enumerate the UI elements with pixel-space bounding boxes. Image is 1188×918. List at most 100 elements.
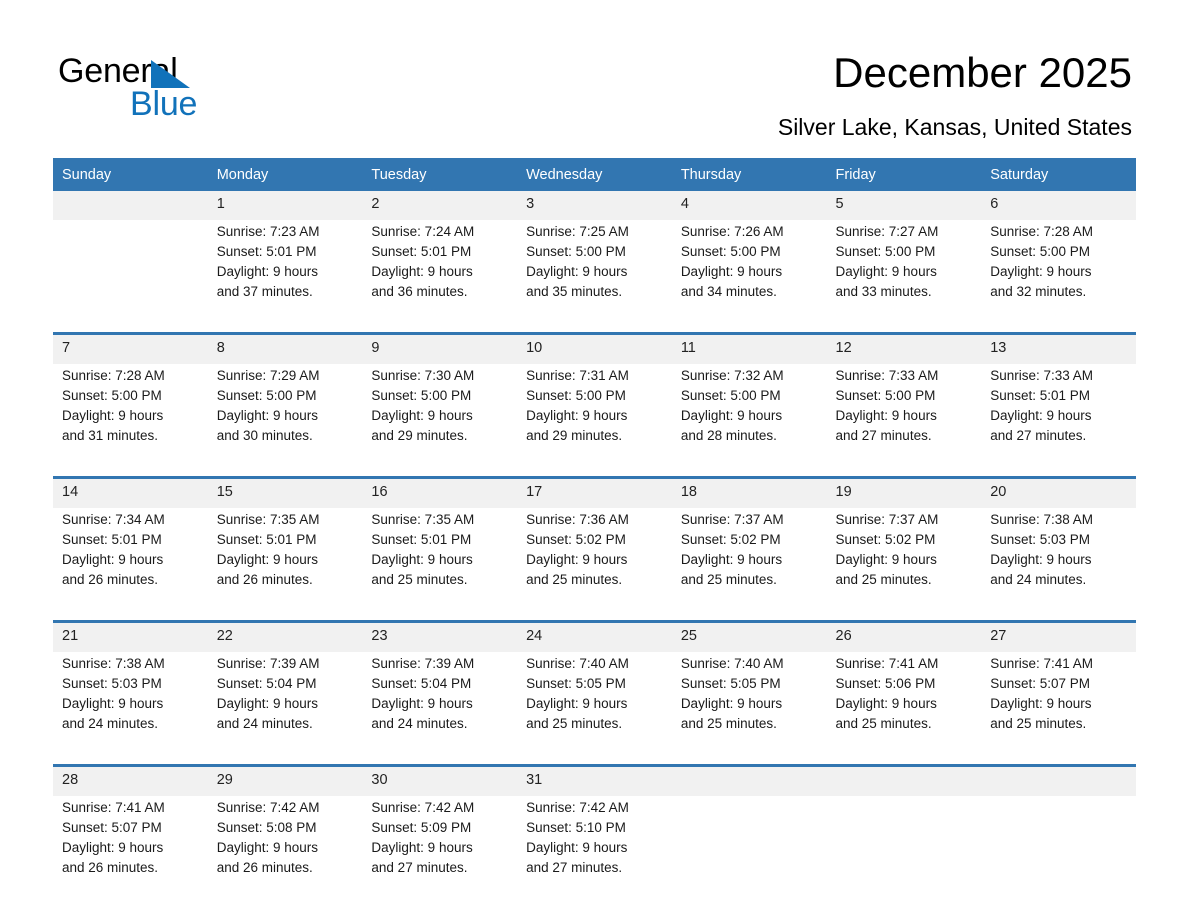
day-cell[interactable]: Sunrise: 7:35 AM Sunset: 5:01 PM Daylight:…	[362, 508, 518, 622]
daylight-text: Daylight: 9 hours	[216, 264, 319, 279]
day-cell[interactable]: Sunrise: 7:41 AM Sunset: 5:06 PM Daylight:…	[826, 652, 982, 766]
day-number[interactable]: 4	[671, 191, 827, 220]
daylight-text-cont: and 34 minutes.	[680, 284, 777, 299]
week-info-row: Sunrise: 7:34 AM Sunset: 5:01 PM Daylight:…	[53, 508, 1136, 622]
day-cell[interactable]: Sunrise: 7:42 AM Sunset: 5:09 PM Daylight:…	[362, 796, 518, 908]
daylight-text-cont: and 25 minutes.	[835, 572, 932, 587]
day-number[interactable]: 22	[207, 620, 363, 652]
sunrise-text: Sunrise: 7:27 AM	[835, 224, 939, 239]
day-cell[interactable]: Sunrise: 7:42 AM Sunset: 5:10 PM Daylight:…	[517, 796, 672, 908]
day-number[interactable]: 25	[671, 620, 827, 652]
sunset-text: Sunset: 5:00 PM	[526, 244, 626, 259]
day-number[interactable]: 19	[826, 476, 982, 508]
day-cell[interactable]: Sunrise: 7:27 AM Sunset: 5:00 PM Daylight:…	[826, 220, 982, 334]
daylight-text-cont: and 35 minutes.	[526, 284, 623, 299]
day-cell[interactable]: Sunrise: 7:33 AM Sunset: 5:00 PM Daylight:…	[826, 364, 982, 478]
week-daynumber-row: 7 8 9 10 11 12 13	[53, 332, 1136, 364]
day-number-empty	[53, 191, 208, 220]
day-cell[interactable]: Sunrise: 7:33 AM Sunset: 5:01 PM Daylight:…	[981, 364, 1136, 478]
sunrise-text: Sunrise: 7:28 AM	[990, 224, 1094, 239]
day-number[interactable]: 21	[53, 620, 208, 652]
daylight-text: Daylight: 9 hours	[990, 264, 1092, 279]
day-cell-empty	[981, 796, 1136, 908]
daylight-text-cont: and 36 minutes.	[371, 284, 468, 299]
day-cell[interactable]: Sunrise: 7:41 AM Sunset: 5:07 PM Daylight:…	[981, 652, 1136, 766]
day-cell[interactable]: Sunrise: 7:26 AM Sunset: 5:00 PM Daylight:…	[671, 220, 827, 334]
daylight-text: Daylight: 9 hours	[216, 840, 319, 855]
day-number[interactable]: 23	[362, 620, 518, 652]
day-number[interactable]: 30	[362, 764, 518, 796]
day-number[interactable]: 18	[671, 476, 827, 508]
sunrise-text: Sunrise: 7:37 AM	[680, 512, 784, 527]
day-cell[interactable]: Sunrise: 7:37 AM Sunset: 5:02 PM Daylight:…	[671, 508, 827, 622]
day-number[interactable]: 10	[517, 332, 672, 364]
daylight-text-cont: and 25 minutes.	[835, 716, 932, 731]
day-number[interactable]: 11	[671, 332, 827, 364]
logo-triangle-icon	[151, 60, 190, 88]
day-number[interactable]: 9	[362, 332, 518, 364]
week-daynumber-row: 28 29 30 31	[53, 764, 1136, 796]
calendar-body: 1 2 3 4 5 6 Sunrise: 7:23 AM Sunset: 5:01 PM Day…	[53, 191, 1136, 908]
sunrise-text: Sunrise: 7:30 AM	[371, 368, 475, 383]
day-number[interactable]: 7	[53, 332, 208, 364]
sunset-text: Sunset: 5:01 PM	[371, 244, 472, 259]
day-cell[interactable]: Sunrise: 7:40 AM Sunset: 5:05 PM Daylight:…	[671, 652, 827, 766]
day-cell[interactable]: Sunrise: 7:38 AM Sunset: 5:03 PM Daylight:…	[981, 508, 1136, 622]
day-number[interactable]: 14	[53, 476, 208, 508]
day-number[interactable]: 20	[981, 476, 1136, 508]
day-number[interactable]: 16	[362, 476, 518, 508]
day-cell[interactable]: Sunrise: 7:28 AM Sunset: 5:00 PM Daylight:…	[981, 220, 1136, 334]
sunrise-text: Sunrise: 7:41 AM	[835, 656, 939, 671]
day-number[interactable]: 31	[517, 764, 672, 796]
day-number[interactable]: 2	[362, 191, 518, 220]
day-cell[interactable]: Sunrise: 7:35 AM Sunset: 5:01 PM Daylight:…	[207, 508, 363, 622]
week-info-row: Sunrise: 7:41 AM Sunset: 5:07 PM Daylight:…	[53, 796, 1136, 908]
day-number[interactable]: 12	[826, 332, 982, 364]
day-number[interactable]: 17	[517, 476, 672, 508]
day-cell[interactable]: Sunrise: 7:30 AM Sunset: 5:00 PM Daylight:…	[362, 364, 518, 478]
day-number[interactable]: 27	[981, 620, 1136, 652]
day-number[interactable]: 24	[517, 620, 672, 652]
day-number[interactable]: 6	[981, 191, 1136, 220]
day-number[interactable]: 13	[981, 332, 1136, 364]
sunset-text: Sunset: 5:10 PM	[526, 820, 626, 835]
sunset-text: Sunset: 5:00 PM	[526, 388, 626, 403]
day-cell[interactable]: Sunrise: 7:29 AM Sunset: 5:00 PM Daylight:…	[207, 364, 363, 478]
day-cell[interactable]: Sunrise: 7:40 AM Sunset: 5:05 PM Daylight:…	[517, 652, 672, 766]
day-cell[interactable]: Sunrise: 7:39 AM Sunset: 5:04 PM Daylight:…	[362, 652, 518, 766]
sunrise-text: Sunrise: 7:34 AM	[62, 512, 165, 527]
day-cell[interactable]: Sunrise: 7:38 AM Sunset: 5:03 PM Daylight:…	[53, 652, 208, 766]
day-number[interactable]: 1	[207, 191, 363, 220]
page-header: General Blue December 2025 Silver Lake, …	[0, 0, 1188, 158]
sunset-text: Sunset: 5:01 PM	[990, 388, 1091, 403]
day-cell[interactable]: Sunrise: 7:34 AM Sunset: 5:01 PM Daylight:…	[53, 508, 208, 622]
day-number[interactable]: 28	[53, 764, 208, 796]
day-cell[interactable]: Sunrise: 7:36 AM Sunset: 5:02 PM Daylight:…	[517, 508, 672, 622]
sunrise-text: Sunrise: 7:42 AM	[371, 800, 475, 815]
day-number[interactable]: 26	[826, 620, 982, 652]
sunset-text: Sunset: 5:00 PM	[680, 244, 781, 259]
day-number[interactable]: 29	[207, 764, 363, 796]
day-number[interactable]: 5	[826, 191, 982, 220]
day-cell[interactable]: Sunrise: 7:23 AM Sunset: 5:01 PM Daylight:…	[207, 220, 363, 334]
day-cell[interactable]: Sunrise: 7:37 AM Sunset: 5:02 PM Daylight:…	[826, 508, 982, 622]
day-cell[interactable]: Sunrise: 7:24 AM Sunset: 5:01 PM Daylight:…	[362, 220, 518, 334]
day-cell[interactable]: Sunrise: 7:41 AM Sunset: 5:07 PM Daylight:…	[53, 796, 208, 908]
day-cell[interactable]: Sunrise: 7:28 AM Sunset: 5:00 PM Daylight:…	[53, 364, 208, 478]
daylight-text: Daylight: 9 hours	[62, 552, 164, 567]
day-number[interactable]: 8	[207, 332, 363, 364]
day-number[interactable]: 3	[517, 191, 672, 220]
daylight-text-cont: and 25 minutes.	[526, 572, 623, 587]
daylight-text-cont: and 27 minutes.	[371, 860, 468, 875]
day-cell[interactable]: Sunrise: 7:31 AM Sunset: 5:00 PM Daylight:…	[517, 364, 672, 478]
day-cell[interactable]: Sunrise: 7:32 AM Sunset: 5:00 PM Daylight:…	[671, 364, 827, 478]
day-cell[interactable]: Sunrise: 7:25 AM Sunset: 5:00 PM Daylight:…	[517, 220, 672, 334]
daylight-text: Daylight: 9 hours	[62, 696, 164, 711]
day-cell[interactable]: Sunrise: 7:42 AM Sunset: 5:08 PM Daylight:…	[207, 796, 363, 908]
day-cell[interactable]: Sunrise: 7:39 AM Sunset: 5:04 PM Daylight:…	[207, 652, 363, 766]
weekday-header-wednesday: Wednesday	[517, 158, 672, 191]
day-number[interactable]: 15	[207, 476, 363, 508]
daylight-text-cont: and 28 minutes.	[680, 428, 777, 443]
weekday-header-saturday: Saturday	[981, 158, 1136, 191]
